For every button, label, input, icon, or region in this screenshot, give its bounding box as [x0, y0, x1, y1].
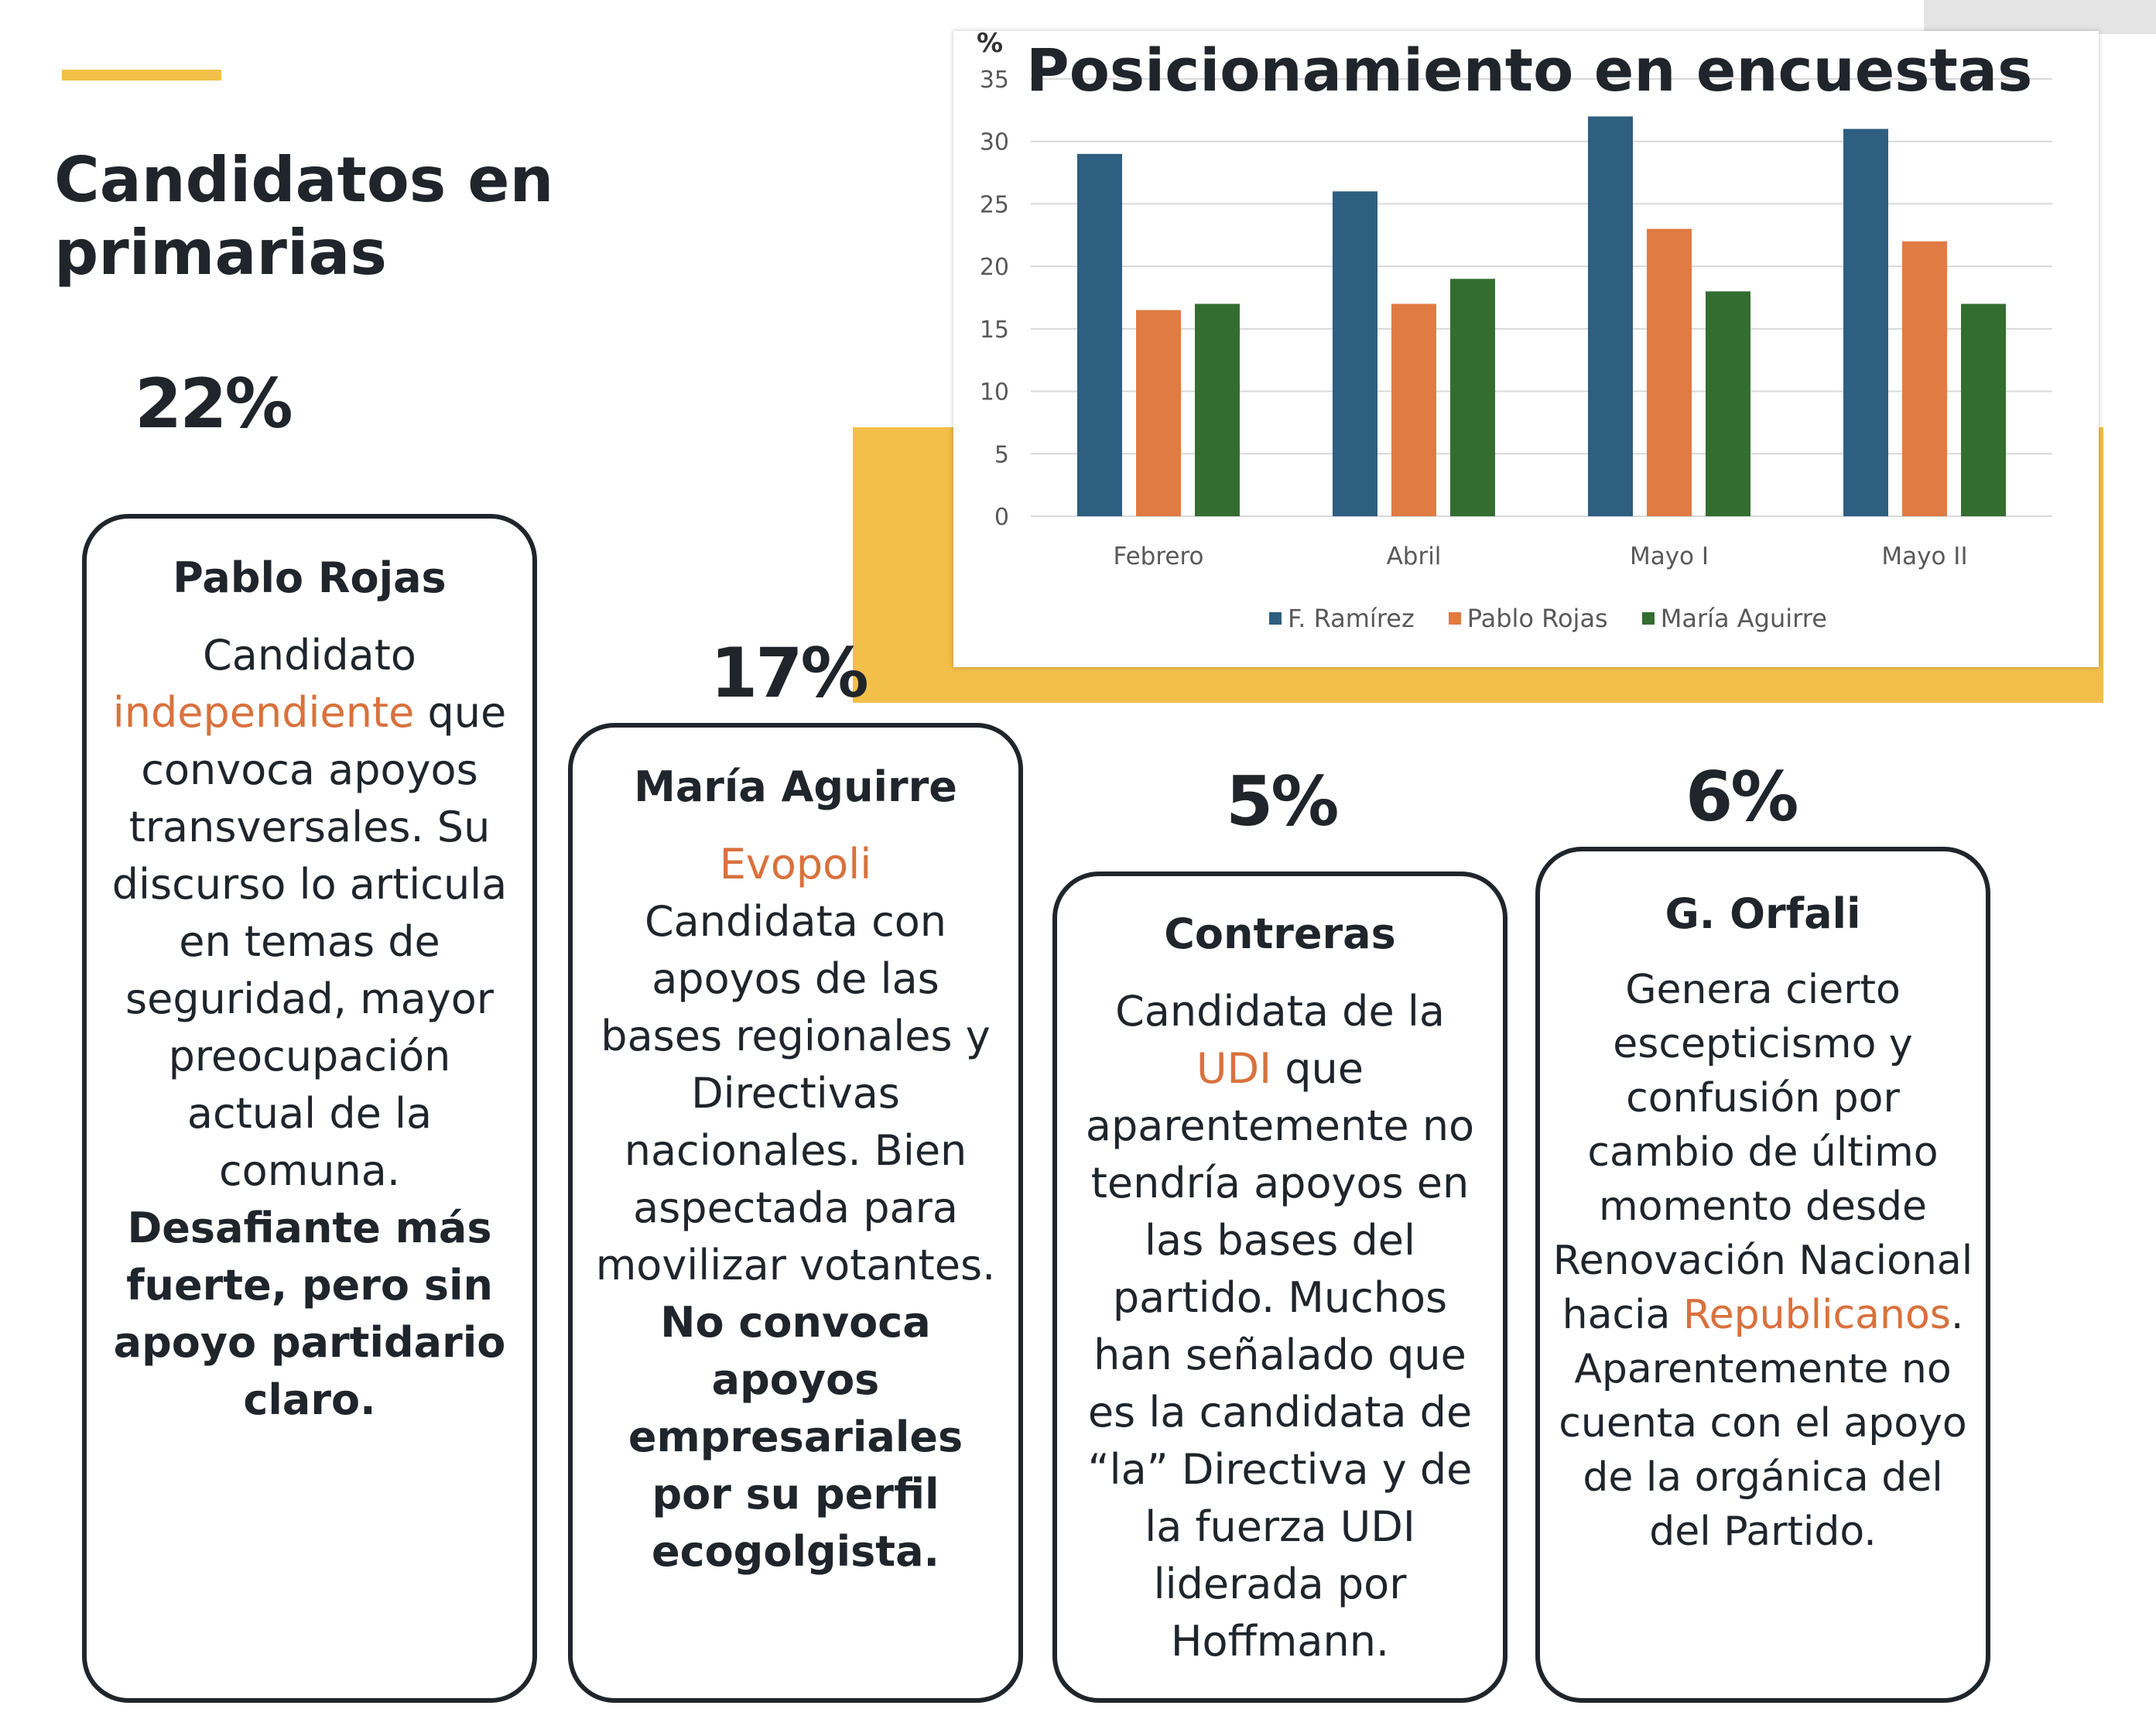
x-tick-label: Febrero: [1113, 543, 1203, 570]
bar: [1450, 279, 1495, 516]
legend-label: F. Ramírez: [1288, 604, 1415, 633]
bar: [1195, 303, 1240, 516]
description-bold: No convoca apoyos empresariales por su p…: [628, 1298, 963, 1576]
candidate-description: Evopoli Candidata con apoyos de las base…: [590, 836, 1001, 1580]
bar: [1902, 241, 1947, 516]
description-text: que aparentemente no tendría apoyos en l…: [1085, 1044, 1475, 1666]
legend-swatch-ramirez: [1269, 612, 1282, 625]
y-tick-label: 0: [994, 504, 1009, 531]
candidate-description: Candidato independiente que convoca apoy…: [104, 627, 515, 1429]
description-bold: Desafiante más fuerte, pero sin apoyo pa…: [113, 1204, 506, 1424]
bar: [1706, 291, 1750, 516]
party-highlight: independiente: [112, 688, 415, 737]
page-title: Candidatos en primarias: [54, 144, 642, 289]
y-tick-label: 20: [980, 254, 1009, 281]
candidate-card-orfali: G. Orfali Genera cierto escepticismo y c…: [1535, 847, 1990, 1703]
chart-grey-block: [1924, 0, 2156, 34]
legend-label: Pablo Rojas: [1466, 604, 1608, 633]
y-tick-label: 30: [980, 129, 1009, 156]
candidate-name: G. Orfali: [1665, 889, 1861, 938]
chart-y-unit: %: [977, 28, 1004, 59]
candidate-name: María Aguirre: [634, 762, 957, 811]
description-text: . Aparentemente no cuenta con el apoyo d…: [1559, 1292, 1967, 1555]
bar: [1647, 228, 1692, 516]
candidate-name: Contreras: [1164, 909, 1396, 958]
description-text: Candidato: [203, 631, 416, 680]
y-tick-label: 15: [980, 317, 1009, 344]
accent-line: [62, 70, 221, 80]
party-highlight: UDI: [1196, 1044, 1272, 1093]
description-text: Candidata de la: [1115, 987, 1445, 1036]
legend-item: F. Ramírez: [1269, 604, 1415, 633]
legend-item: María Aguirre: [1641, 604, 1827, 633]
legend-swatch-aguirre: [1641, 612, 1655, 625]
bar: [1961, 303, 2006, 516]
candidate-description: Candidata de la UDI que aparentemente no…: [1074, 983, 1486, 1670]
pct-pablo-rojas: 22%: [135, 364, 293, 443]
x-tick-label: Mayo I: [1630, 543, 1709, 570]
description-text: que convoca apoyos transversales. Su dis…: [111, 688, 508, 1195]
bar: [1136, 310, 1181, 516]
chart-legend: F. Ramírez Pablo Rojas María Aguirre: [1269, 604, 1827, 633]
description-text: Genera cierto escepticismo y confusión p…: [1552, 967, 1973, 1338]
candidate-card-pablo-rojas: Pablo Rojas Candidato independiente que …: [82, 514, 537, 1703]
candidate-card-maria-aguirre: María Aguirre Evopoli Candidata con apoy…: [568, 723, 1023, 1703]
y-tick-label: 10: [980, 379, 1009, 406]
page-title-line2: primarias: [54, 217, 387, 289]
bar: [1077, 153, 1122, 516]
pct-maria-aguirre: 17%: [710, 633, 869, 713]
bar: [1333, 191, 1377, 517]
pct-contreras: 5%: [1226, 762, 1339, 841]
legend-item: Pablo Rojas: [1448, 604, 1608, 633]
x-tick-label: Mayo II: [1881, 543, 1967, 570]
legend-swatch-rojas: [1448, 612, 1461, 625]
legend-label: María Aguirre: [1660, 604, 1827, 633]
bar: [1588, 116, 1633, 516]
party-highlight: Evopoli: [719, 840, 872, 889]
y-tick-label: 35: [980, 67, 1009, 94]
pct-orfali: 6%: [1685, 757, 1798, 837]
candidate-card-contreras: Contreras Candidata de la UDI que aparen…: [1052, 872, 1507, 1703]
party-highlight: Republicanos: [1682, 1292, 1951, 1338]
bar: [1391, 303, 1436, 516]
candidate-description: Genera cierto escepticismo y confusión p…: [1551, 963, 1975, 1559]
candidate-name: Pablo Rojas: [173, 553, 447, 602]
bar: [1843, 128, 1888, 517]
y-tick-label: 5: [994, 441, 1009, 468]
y-tick-label: 25: [980, 191, 1009, 218]
bar-chart: 0 5 10 15 20 25 30 35 Febrero Abril Mayo I Mayo II: [980, 67, 2052, 570]
x-tick-label: Abril: [1387, 543, 1442, 570]
page-title-line1: Candidatos en: [54, 144, 554, 216]
description-text: Candidata con apoyos de las bases region…: [595, 897, 996, 1289]
chart-title: Posicionamiento en encuestas: [1026, 36, 2033, 104]
